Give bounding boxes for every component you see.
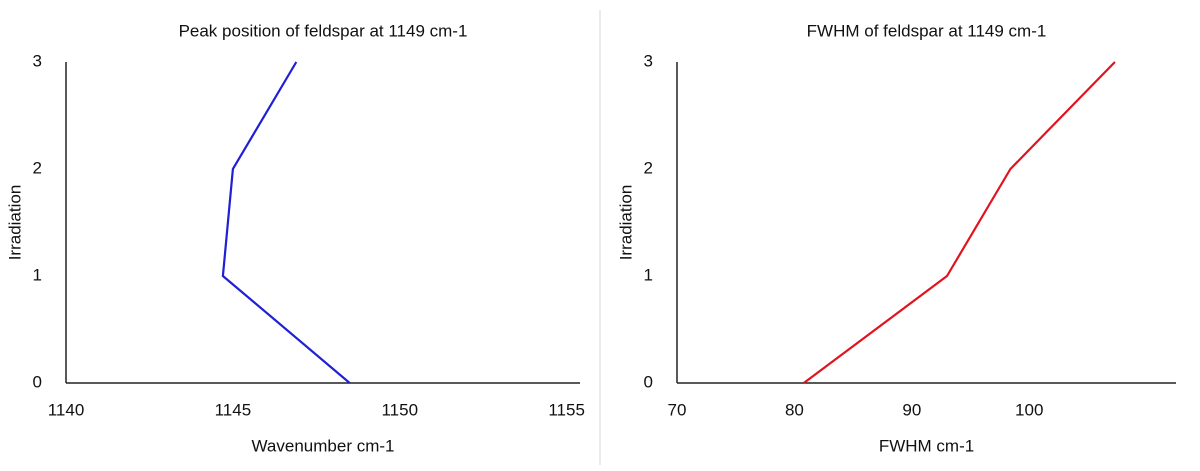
x-axis-title: FWHM cm-1 xyxy=(879,436,974,455)
x-tick-label: 1155 xyxy=(548,400,585,419)
x-tick-label: 70 xyxy=(668,400,687,419)
y-tick-label: 2 xyxy=(644,158,653,177)
y-axis-title: Irradiation xyxy=(616,185,635,261)
y-tick-label: 1 xyxy=(33,265,42,284)
y-tick-label: 3 xyxy=(33,51,42,70)
x-tick-label: 1150 xyxy=(381,400,418,419)
x-tick-label: 1140 xyxy=(48,400,85,419)
x-tick-label: 90 xyxy=(902,400,921,419)
data-line xyxy=(803,61,1116,384)
y-tick-label: 3 xyxy=(644,51,653,70)
x-tick-label: 100 xyxy=(1015,400,1043,419)
y-axis-title: Irradiation xyxy=(5,185,24,261)
data-line xyxy=(221,61,351,384)
y-tick-label: 0 xyxy=(33,372,42,391)
chart-title: FWHM of feldspar at 1149 cm-1 xyxy=(807,21,1047,40)
chart-title: Peak position of feldspar at 1149 cm-1 xyxy=(179,21,468,40)
y-tick-label: 0 xyxy=(644,372,653,391)
y-tick-label: 1 xyxy=(644,265,653,284)
y-tick-label: 2 xyxy=(33,158,42,177)
x-tick-label: 1145 xyxy=(215,400,252,419)
x-axis-title: Wavenumber cm-1 xyxy=(252,436,395,455)
x-tick-label: 80 xyxy=(785,400,804,419)
